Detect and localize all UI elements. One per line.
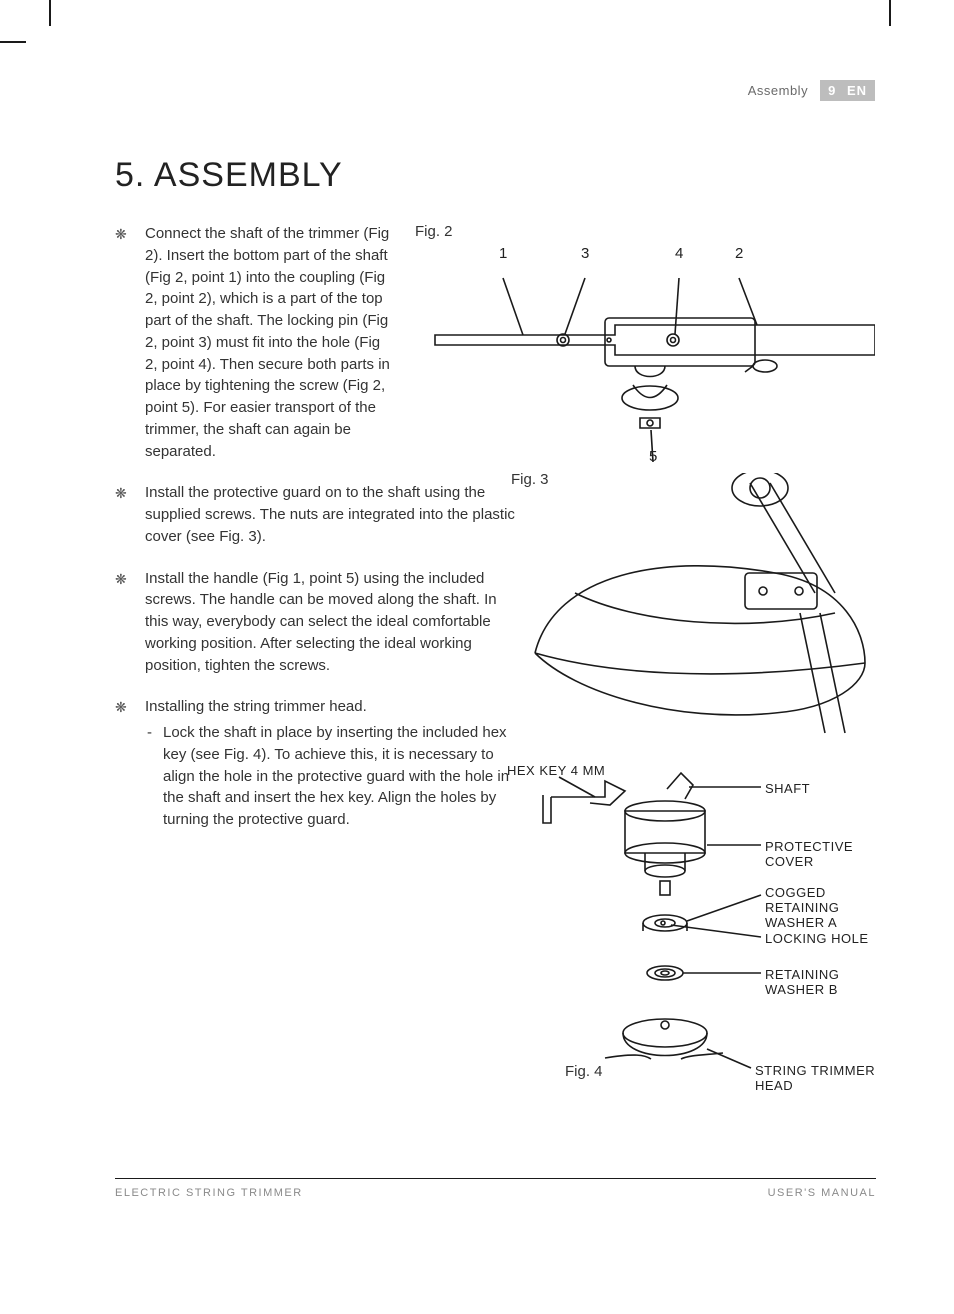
footer-left: ELECTRIC STRING TRIMMER [115, 1187, 303, 1199]
crop-mark [889, 0, 891, 26]
figure-2-svg [415, 240, 875, 490]
crop-mark [49, 0, 51, 26]
page-header: Assembly 9 EN [115, 80, 875, 101]
header-page-badge: 9 EN [820, 80, 875, 101]
figure-label: Fig. 4 [565, 1063, 603, 1080]
figure-3-svg [515, 473, 875, 773]
callout-3: 3 [581, 245, 589, 262]
page-body: Assembly 9 EN 5. ASSEMBLY Connect the sh… [115, 80, 875, 851]
callout-4: 4 [675, 245, 683, 262]
label-cover: PROTECTIVE COVER [765, 839, 885, 869]
instruction-item: Installing the string trimmer head. Lock… [115, 696, 515, 831]
label-washer-a: COGGED RETAINING WASHER A [765, 885, 895, 930]
page-footer: ELECTRIC STRING TRIMMER USER'S MANUAL [115, 1178, 876, 1199]
figure-label: Fig. 2 [415, 223, 875, 240]
content-area: Connect the shaft of the trimmer (Fig 2)… [115, 223, 875, 831]
instruction-subitem: Lock the shaft in place by inserting the… [145, 722, 515, 831]
instruction-text: Install the handle (Fig 1, point 5) usin… [145, 570, 497, 674]
callout-2: 2 [735, 245, 743, 262]
figure-3: Fig. 3 [515, 473, 875, 773]
footer-right: USER'S MANUAL [768, 1187, 876, 1199]
page-title: 5. ASSEMBLY [115, 156, 875, 195]
label-hex: HEX KEY 4 MM [507, 763, 605, 778]
header-section: Assembly [748, 83, 808, 98]
callout-5: 5 [649, 448, 657, 465]
instruction-item: Install the handle (Fig 1, point 5) usin… [115, 568, 515, 677]
instruction-sublist: Lock the shaft in place by inserting the… [145, 722, 515, 831]
label-washer-b: RETAINING WASHER B [765, 967, 885, 997]
figure-label: Fig. 3 [511, 471, 549, 488]
label-hole: LOCKING HOLE [765, 931, 869, 946]
instruction-text: Connect the shaft of the trimmer (Fig 2)… [145, 225, 390, 460]
label-head: STRING TRIMMER HEAD [755, 1063, 885, 1093]
page-number: 9 [828, 83, 836, 98]
instruction-item: Connect the shaft of the trimmer (Fig 2)… [115, 223, 395, 462]
figure-2: Fig. 2 1 3 4 2 5 [415, 223, 875, 473]
instruction-text: Installing the string trimmer head. [145, 698, 367, 715]
figure-4: HEX KEY 4 MM SHAFT PROTECTIVE COVER COGG… [475, 763, 885, 1133]
label-shaft: SHAFT [765, 781, 810, 796]
page-lang: EN [847, 83, 867, 98]
crop-mark [0, 41, 26, 43]
callout-1: 1 [499, 245, 507, 262]
